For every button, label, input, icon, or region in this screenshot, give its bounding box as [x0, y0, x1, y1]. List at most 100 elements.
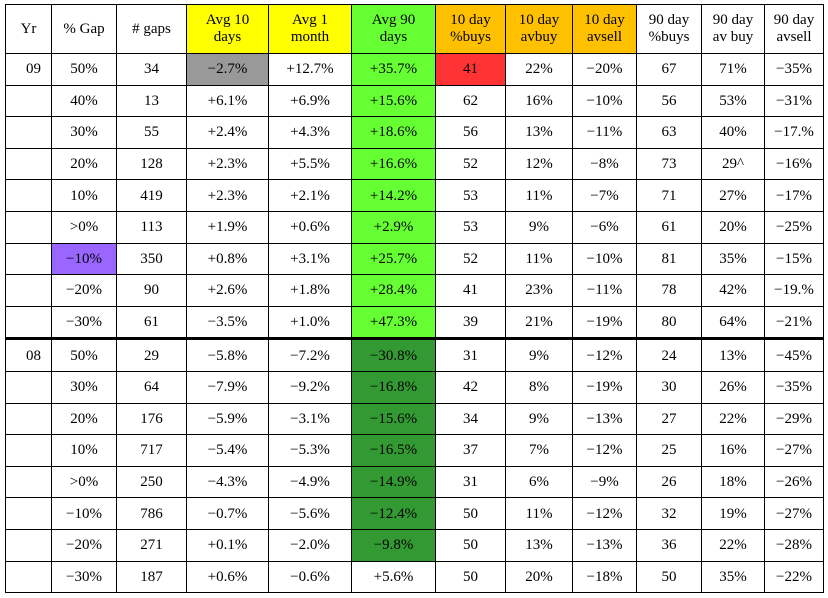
table-cell: 50 [636, 560, 702, 594]
table-cell: −12% [572, 497, 637, 530]
table-cell: 20% [51, 147, 117, 181]
column-header-line: %buys [450, 29, 491, 45]
table-cell: 11% [505, 242, 573, 276]
column-header-line: Avg 1 [292, 12, 328, 28]
table-cell: 113 [116, 210, 187, 244]
table-cell: 64 [116, 370, 187, 404]
table-cell: +3.1% [268, 242, 352, 276]
table-cell: −17.% [764, 116, 824, 149]
table-cell: 20% [51, 402, 117, 436]
table-cell: −12% [572, 434, 637, 467]
table-cell: −9.8% [351, 528, 436, 562]
table-cell: −19% [572, 305, 637, 340]
column-header: 90 day %buys [636, 4, 702, 54]
table-row: 40% 13 +6.1% +6.9% +15.6% 62 16% −10% 56 53% −31% [5, 84, 824, 118]
table-cell: −0.7% [186, 497, 269, 530]
table-cell: −18% [572, 560, 637, 594]
table-cell: −4.3% [186, 465, 269, 499]
table-cell: 29^ [701, 147, 765, 181]
table-row: 30% 64 −7.9% −9.2% −16.8% 42 8% −19% 30 26% −35% [5, 370, 824, 404]
column-header-line: Yr [20, 20, 37, 37]
column-header-line: Avg 90 [371, 12, 416, 28]
table-cell: +16.6% [351, 147, 436, 181]
column-header-line: 10 day [450, 12, 491, 28]
table-cell: −5.9% [186, 402, 269, 436]
table-cell: 36 [636, 528, 702, 562]
table-row: −30% 187 +0.6% −0.6% +5.6% 50 20% −18% 50 35% −22% [5, 560, 824, 594]
table-cell: −30.8% [351, 337, 436, 372]
table-cell: −20% [51, 274, 117, 307]
table-cell: 717 [116, 434, 187, 467]
table-cell: 22% [701, 402, 765, 436]
table-cell: 30% [51, 116, 117, 149]
table-row: 10% 717 −5.4% −5.3% −16.5% 37 7% −12% 25 16% −27% [5, 434, 824, 467]
table-cell: +0.6% [268, 210, 352, 244]
table-cell: 50 [435, 560, 506, 594]
table-cell: +0.6% [186, 560, 269, 594]
table-cell: 50% [51, 53, 117, 86]
table-cell: 55 [116, 116, 187, 149]
table-cell: 10% [51, 434, 117, 467]
table-cell: 31 [435, 337, 506, 372]
table-cell: −10% [572, 84, 637, 118]
year-cell [5, 497, 52, 530]
column-header-line: avsell [776, 29, 812, 45]
column-header: Avg 90 days [351, 4, 436, 54]
year-cell: 08 [5, 337, 52, 372]
year-cell [5, 305, 52, 340]
table-cell: −8% [572, 147, 637, 181]
table-cell: 27 [636, 402, 702, 436]
table-cell: 7% [505, 434, 573, 467]
table-row: 20% 176 −5.9% −3.1% −15.6% 34 9% −13% 27 22% −29% [5, 402, 824, 436]
table-cell: +25.7% [351, 242, 436, 276]
table-row: >0% 113 +1.9% +0.6% +2.9% 53 9% −6% 61 20% −25% [5, 210, 824, 244]
column-header-line: days [379, 29, 408, 45]
table-cell: −7% [572, 179, 637, 212]
table-cell: 11% [505, 179, 573, 212]
table-cell: −16.5% [351, 434, 436, 467]
table-cell: 34 [435, 402, 506, 436]
column-header: 10 day avsell [572, 4, 637, 54]
table-cell: 42% [701, 274, 765, 307]
table-cell: 39 [435, 305, 506, 340]
table-cell: −5.4% [186, 434, 269, 467]
table-cell: −5.3% [268, 434, 352, 467]
table-cell: −11% [572, 116, 637, 149]
table-cell: 63 [636, 116, 702, 149]
year-cell [5, 147, 52, 181]
column-header: 10 day avbuy [505, 4, 573, 54]
table-row: 08 50% 29 −5.8% −7.2% −30.8% 31 9% −12% 24 13% −45% [5, 337, 824, 372]
column-header-line: 90 day [712, 12, 754, 28]
table-cell: 31 [435, 465, 506, 499]
table-cell: −9% [572, 465, 637, 499]
table-cell: 41 [435, 53, 506, 86]
table-row: >0% 250 −4.3% −4.9% −14.9% 31 6% −9% 26 18% −26% [5, 465, 824, 499]
table-cell: −9.2% [268, 370, 352, 404]
table-cell: 16% [701, 434, 765, 467]
table-cell: −10% [51, 497, 117, 530]
table-cell: 13% [701, 337, 765, 372]
table-cell: +2.1% [268, 179, 352, 212]
year-cell [5, 179, 52, 212]
table-cell: 19% [701, 497, 765, 530]
table-cell: −10% [572, 242, 637, 276]
table-cell: 786 [116, 497, 187, 530]
column-header-line: days [213, 29, 242, 45]
table-cell: −5.6% [268, 497, 352, 530]
year-cell [5, 242, 52, 276]
table-cell: 52 [435, 242, 506, 276]
table-cell: 9% [505, 337, 573, 372]
table-cell: −27% [764, 497, 824, 530]
table-cell: 13% [505, 116, 573, 149]
table-cell: 56 [435, 116, 506, 149]
table-cell: 42 [435, 370, 506, 404]
table-cell: −7.9% [186, 370, 269, 404]
column-header: % Gap [51, 4, 117, 54]
table-cell: 24 [636, 337, 702, 372]
table-cell: +5.5% [268, 147, 352, 181]
table-cell: +0.1% [186, 528, 269, 562]
table-cell: +2.6% [186, 274, 269, 307]
table-cell: −20% [572, 53, 637, 86]
table-cell: 62 [435, 84, 506, 118]
table-cell: 52 [435, 147, 506, 181]
